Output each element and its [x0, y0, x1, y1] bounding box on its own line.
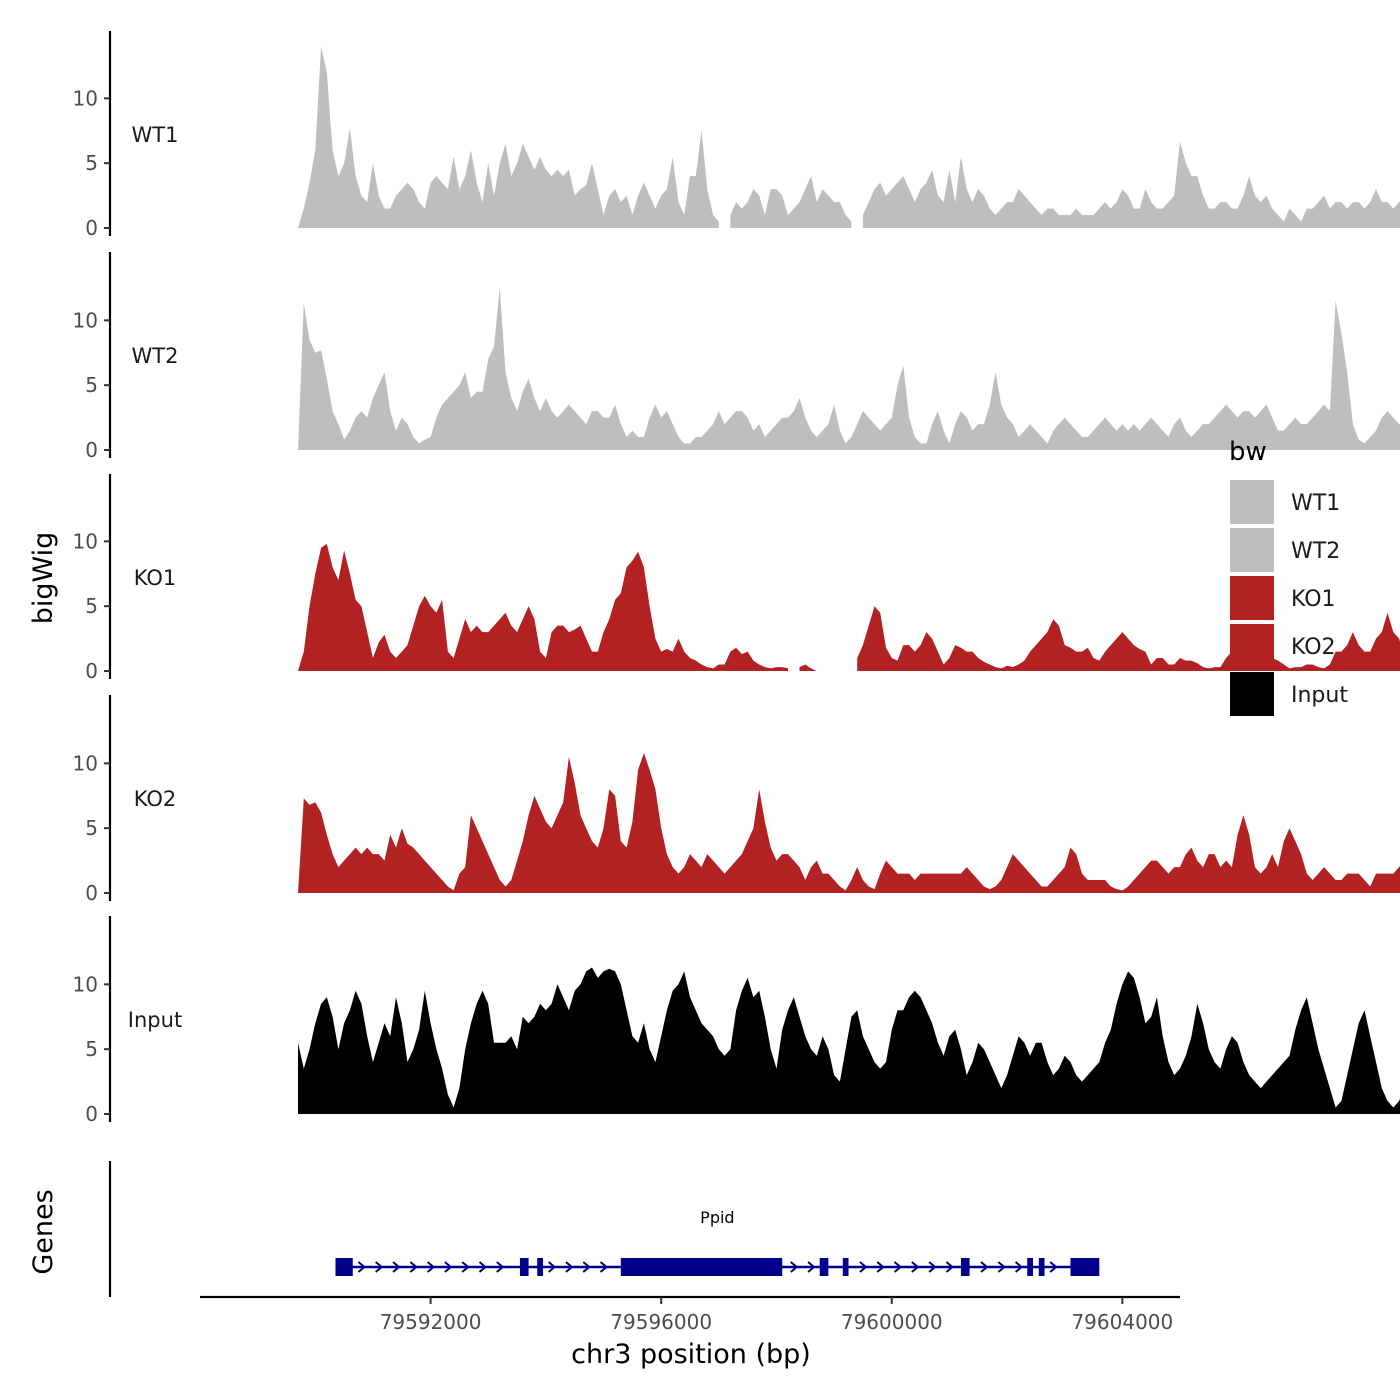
- coverage-tracks: 0 5 10 WT1 0 5 10 WT2 0 5 10 KO1 0 5 10 KO2 0 5 10 Input: [73, 31, 1400, 1126]
- x-axis: 79592000 79596000 79600000 79604000: [200, 1295, 1180, 1334]
- strand-arrow-icon: [565, 1261, 574, 1273]
- coverage-area: [298, 967, 1400, 1114]
- gene-exon: [1027, 1258, 1033, 1276]
- strand-arrow-icon: [945, 1261, 954, 1273]
- legend-label: KO1: [1291, 587, 1336, 612]
- legend-title: bw: [1229, 437, 1267, 467]
- gene-exon: [537, 1258, 543, 1276]
- strand-arrow-icon: [893, 1261, 903, 1273]
- gene-exon: [620, 1258, 783, 1276]
- strand-arrow-icon: [928, 1261, 937, 1273]
- track-wt1: 0 5 10 WT1: [73, 31, 1400, 240]
- strand-arrow-icon: [478, 1261, 488, 1273]
- track-ko2: 0 5 10 KO2: [73, 695, 1400, 905]
- legend-swatch: [1230, 624, 1274, 668]
- x-tick-label: 79592000: [380, 1310, 482, 1334]
- y-tick-label: 5: [85, 373, 98, 397]
- strand-arrow-icon: [859, 1261, 868, 1273]
- gene-exon: [819, 1258, 829, 1276]
- legend-label: WT1: [1291, 491, 1340, 516]
- gene-exon: [960, 1258, 970, 1276]
- y-tick-label: 0: [85, 438, 98, 462]
- coverage-area: [298, 753, 1400, 893]
- coverage-area: [298, 46, 719, 228]
- strand-arrow-icon: [911, 1261, 920, 1273]
- gene-exon: [335, 1258, 353, 1276]
- strand-arrow-icon: [980, 1261, 989, 1273]
- y-tick-label: 10: [73, 972, 98, 996]
- strand-arrow-icon: [599, 1261, 609, 1273]
- strand-arrow-icon: [461, 1261, 470, 1273]
- track-wt2: 0 5 10 WT2: [73, 252, 1400, 462]
- strand-arrow-icon: [807, 1261, 816, 1273]
- strand-arrow-icon: [1014, 1261, 1024, 1273]
- strand-arrow-icon: [876, 1261, 885, 1273]
- y-tick-label: 5: [85, 594, 98, 618]
- strand-arrow-icon: [548, 1261, 557, 1273]
- coverage-area: [730, 176, 852, 228]
- x-axis-title: chr3 position (bp): [571, 1339, 811, 1370]
- y-tick-label: 5: [85, 151, 98, 175]
- legend-label: KO2: [1291, 635, 1336, 660]
- strand-arrow-icon: [426, 1261, 436, 1273]
- legend-swatch: [1230, 576, 1274, 620]
- y-tick-label: 5: [85, 816, 98, 840]
- strand-arrow-icon: [392, 1261, 401, 1273]
- gene-track-title: Genes: [28, 1189, 59, 1274]
- strand-arrow-icon: [1049, 1261, 1058, 1273]
- legend: bw WT1 WT2 KO1 KO2 Input: [1229, 437, 1348, 716]
- gene-track: Ppid: [108, 1161, 1100, 1297]
- legend-swatch: [1230, 480, 1274, 524]
- strand-arrow-icon: [997, 1261, 1006, 1273]
- track-ko1: 0 5 10 KO1: [73, 474, 1400, 683]
- legend-label: WT2: [1291, 539, 1340, 564]
- legend-label: Input: [1291, 683, 1348, 708]
- gene-exon: [1070, 1258, 1100, 1276]
- track-label: WT1: [132, 123, 179, 147]
- coverage-area: [862, 141, 1400, 228]
- track-label: KO2: [134, 787, 177, 811]
- strand-arrow-icon: [409, 1261, 418, 1273]
- track-label: KO1: [134, 566, 177, 590]
- y-tick-label: 0: [85, 1102, 98, 1126]
- strand-arrow-icon: [582, 1261, 591, 1273]
- y-axis-title: bigWig: [28, 532, 59, 625]
- strand-arrow-icon: [496, 1261, 505, 1273]
- gene-exon: [842, 1258, 849, 1276]
- track-input: 0 5 10 Input: [73, 916, 1400, 1126]
- gene-exon: [519, 1258, 529, 1276]
- y-tick-label: 10: [73, 529, 98, 553]
- track-label: Input: [128, 1008, 182, 1032]
- track-label: WT2: [132, 344, 179, 368]
- y-tick-label: 10: [73, 86, 98, 110]
- gene-exon: [1038, 1258, 1045, 1276]
- strand-arrow-icon: [790, 1261, 799, 1273]
- y-tick-label: 5: [85, 1037, 98, 1061]
- strand-arrow-icon: [357, 1261, 366, 1273]
- coverage-area: [298, 543, 788, 671]
- legend-swatch: [1230, 528, 1274, 572]
- legend-swatch: [1230, 672, 1274, 716]
- y-tick-label: 10: [73, 308, 98, 332]
- strand-arrow-icon: [444, 1261, 453, 1273]
- coverage-area: [799, 664, 817, 671]
- strand-arrow-icon: [375, 1261, 384, 1273]
- coverage-area: [298, 287, 1400, 450]
- y-tick-label: 10: [73, 751, 98, 775]
- x-tick-label: 79604000: [1071, 1310, 1173, 1334]
- y-tick-label: 0: [85, 216, 98, 240]
- y-tick-label: 0: [85, 659, 98, 683]
- x-tick-label: 79600000: [841, 1310, 943, 1334]
- gene-name-label: Ppid: [700, 1208, 734, 1227]
- x-tick-label: 79596000: [610, 1310, 712, 1334]
- y-tick-label: 0: [85, 881, 98, 905]
